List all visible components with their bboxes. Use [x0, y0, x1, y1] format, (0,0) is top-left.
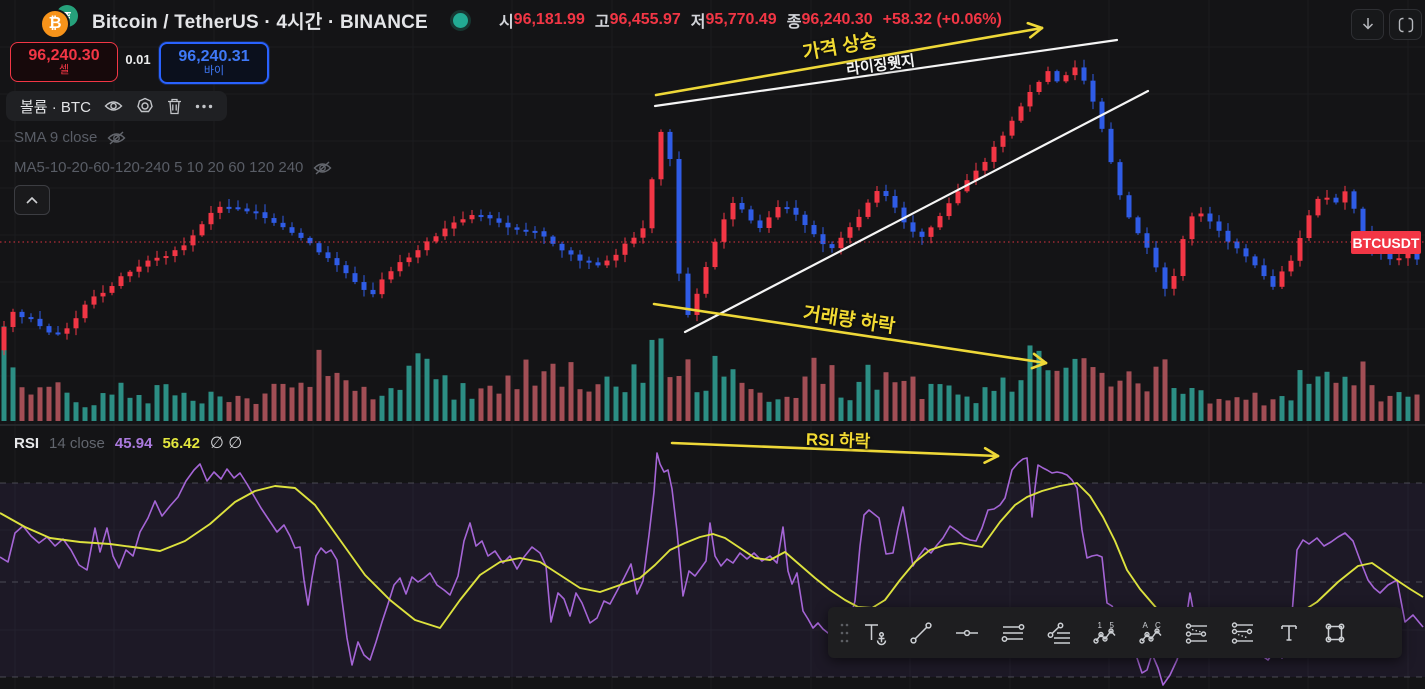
tool-horizontal-line[interactable]	[944, 612, 990, 654]
delete-icon[interactable]	[167, 98, 182, 115]
buy-price: 96,240.31	[178, 48, 250, 65]
svg-text:C: C	[1155, 621, 1161, 630]
visibility-icon[interactable]	[104, 99, 123, 113]
eye-off-icon[interactable]	[106, 130, 127, 146]
sell-button[interactable]: 96,240.30 셀	[10, 42, 118, 82]
bitcoin-coin-icon: ₿	[40, 9, 70, 39]
download-button[interactable]	[1351, 9, 1384, 40]
fullscreen-button[interactable]	[1389, 9, 1422, 40]
symbol-title[interactable]: Bitcoin / TetherUS · 4시간 · BINANCE	[92, 11, 428, 33]
rsi-legend: RSI 14 close 45.94 56.42 ∅ ∅	[14, 433, 242, 453]
sma-label[interactable]: SMA 9 close	[14, 129, 98, 146]
open-value: 96,181.99	[513, 11, 585, 28]
buy-label: 바이	[203, 65, 225, 77]
tool-trend-based-fib-extension[interactable]	[1036, 612, 1082, 654]
svg-text:1: 1	[1098, 621, 1103, 630]
chevron-up-icon	[26, 196, 38, 204]
close-label: 종	[786, 14, 802, 31]
svg-text:A: A	[1143, 621, 1149, 630]
tool-disjoint-channel[interactable]	[1220, 612, 1266, 654]
download-icon	[1362, 18, 1373, 30]
settings-icon[interactable]	[136, 97, 154, 115]
fullscreen-icon	[1398, 17, 1413, 32]
low-label: 저	[690, 14, 706, 31]
rsi-params: 14 close	[49, 435, 105, 452]
symbol-price-label: BTCUSDT	[1351, 231, 1421, 254]
tool-fib-retracement[interactable]	[990, 612, 1036, 654]
symbol-header: ₮ ₿ Bitcoin / TetherUS · 4시간 · BINANCE 시…	[0, 0, 1002, 40]
tool-parallel-channel[interactable]	[1174, 612, 1220, 654]
tool-anchored-text[interactable]	[852, 612, 898, 654]
sell-label: 셀	[58, 64, 70, 76]
more-icon[interactable]	[195, 104, 213, 109]
high-label: 고	[594, 14, 610, 31]
rsi-empty-values: ∅ ∅	[209, 435, 243, 452]
annotation-rsi-down[interactable]: RSI 하락	[805, 429, 871, 452]
tool-text[interactable]	[1266, 612, 1312, 654]
low-value: 95,770.49	[705, 11, 777, 28]
toolbar-drag-handle[interactable]	[836, 620, 852, 646]
change-value: +58.32 (+0.06%)	[882, 11, 1002, 28]
tool-trend-line[interactable]	[898, 612, 944, 654]
rsi-value-2: 56.42	[162, 435, 200, 452]
close-value: 96,240.30	[801, 11, 873, 28]
market-status-icon[interactable]	[449, 9, 471, 31]
ma-indicator-row: MA5-10-20-60-120-240 5 10 20 60 120 240	[14, 159, 333, 176]
rsi-name[interactable]: RSI	[14, 435, 40, 452]
buy-button[interactable]: 96,240.31 바이	[159, 42, 269, 84]
pair-logo-icon: ₮ ₿	[40, 5, 84, 39]
ma-label[interactable]: MA5-10-20-60-120-240 5 10 20 60 120 240	[14, 159, 304, 176]
eye-off-icon[interactable]	[312, 160, 333, 176]
sma-indicator-row: SMA 9 close	[14, 129, 127, 146]
volume-legend-label: 볼륨 · BTC	[20, 98, 91, 116]
ohlc-row: 시 96,181.99 고 96,455.97 저 95,770.49 종 96,240…	[489, 8, 1002, 32]
open-label: 시	[498, 14, 514, 31]
rsi-value-1: 45.94	[114, 435, 153, 452]
volume-legend: 볼륨 · BTC	[6, 91, 227, 121]
svg-text:5: 5	[1110, 621, 1115, 630]
tool-rectangle[interactable]	[1312, 612, 1358, 654]
high-value: 96,455.97	[609, 11, 681, 28]
collapse-legend-button[interactable]	[14, 185, 50, 215]
sell-price: 96,240.30	[28, 47, 100, 64]
spread-value: 0.01	[125, 52, 151, 67]
